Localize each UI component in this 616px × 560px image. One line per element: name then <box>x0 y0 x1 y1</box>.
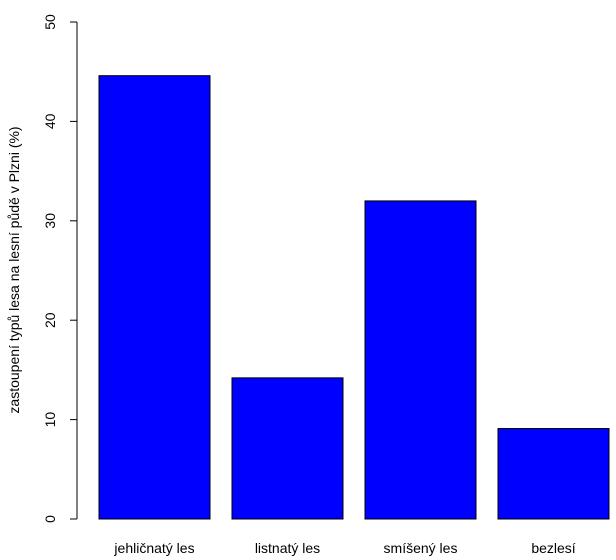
bar-2 <box>231 377 344 520</box>
y-tick-label-0: 0 <box>42 515 58 523</box>
y-tick-label-50: 50 <box>42 14 58 30</box>
bar-3 <box>364 200 477 520</box>
y-tick-label-20: 20 <box>42 312 58 328</box>
bar-4 <box>497 428 610 520</box>
x-tick-label-1: jehličnatý les <box>113 540 194 556</box>
x-axis-labels: jehličnatý les listnatý les smíšený les bez… <box>113 540 575 556</box>
y-axis: 0 10 20 30 40 50 <box>42 14 78 523</box>
bar-1 <box>98 75 211 520</box>
y-tick-label-30: 30 <box>42 213 58 229</box>
x-tick-label-4: bezlesí <box>531 540 575 556</box>
x-tick-label-2: listnatý les <box>255 540 320 556</box>
y-tick-label-10: 10 <box>42 412 58 428</box>
x-tick-label-3: smíšený les <box>384 540 458 556</box>
y-tick-label-40: 40 <box>42 113 58 129</box>
bars <box>98 75 610 520</box>
y-axis-label: zastoupení typů lesa na lesní půdě v Plz… <box>6 126 22 413</box>
